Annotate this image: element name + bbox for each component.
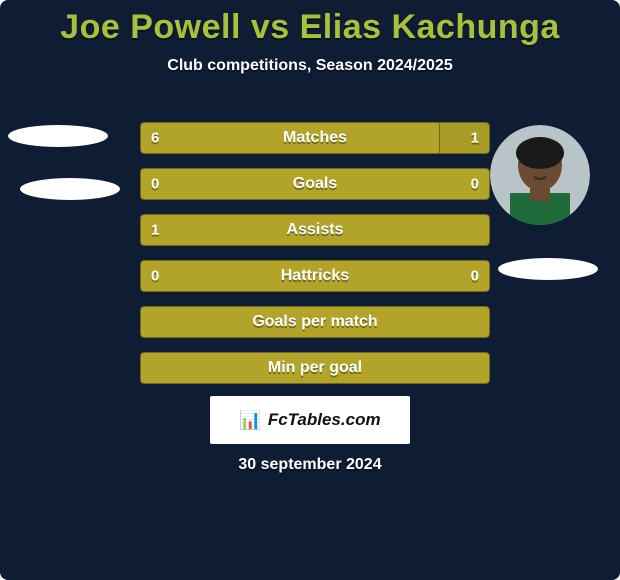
avatar-icon [490, 125, 590, 225]
stat-bar-left [141, 169, 489, 199]
stat-row: Hattricks00 [140, 260, 490, 292]
player2-flag [498, 258, 598, 280]
stat-row: Matches61 [140, 122, 490, 154]
stat-row: Goals00 [140, 168, 490, 200]
page-title: Joe Powell vs Elias Kachunga [0, 0, 620, 47]
stat-row: Min per goal [140, 352, 490, 384]
title-vs: vs [251, 8, 290, 46]
watermark: 📊 FcTables.com [210, 396, 410, 444]
stat-bars: Matches61 Goals00 Assists1 Hattricks00 Goals… [140, 122, 490, 398]
stat-bar-left [141, 215, 489, 245]
date-line: 30 september 2024 [0, 456, 620, 474]
player1-avatar-placeholder [8, 125, 108, 147]
chart-icon: 📊 [239, 411, 261, 429]
stat-row: Goals per match [140, 306, 490, 338]
player2-avatar [490, 125, 590, 225]
title-player2: Elias Kachunga [300, 8, 560, 46]
stat-row: Assists1 [140, 214, 490, 246]
comparison-card: Joe Powell vs Elias Kachunga Club compet… [0, 0, 620, 580]
stat-bar-left [141, 261, 489, 291]
stat-bar-left [141, 307, 489, 337]
stat-bar-right [439, 123, 489, 153]
title-player1: Joe Powell [60, 8, 241, 46]
subtitle: Club competitions, Season 2024/2025 [0, 57, 620, 75]
stat-bar-left [141, 353, 489, 383]
stat-bar-left [141, 123, 439, 153]
player1-flag [20, 178, 120, 200]
watermark-text: FcTables.com [268, 410, 381, 430]
